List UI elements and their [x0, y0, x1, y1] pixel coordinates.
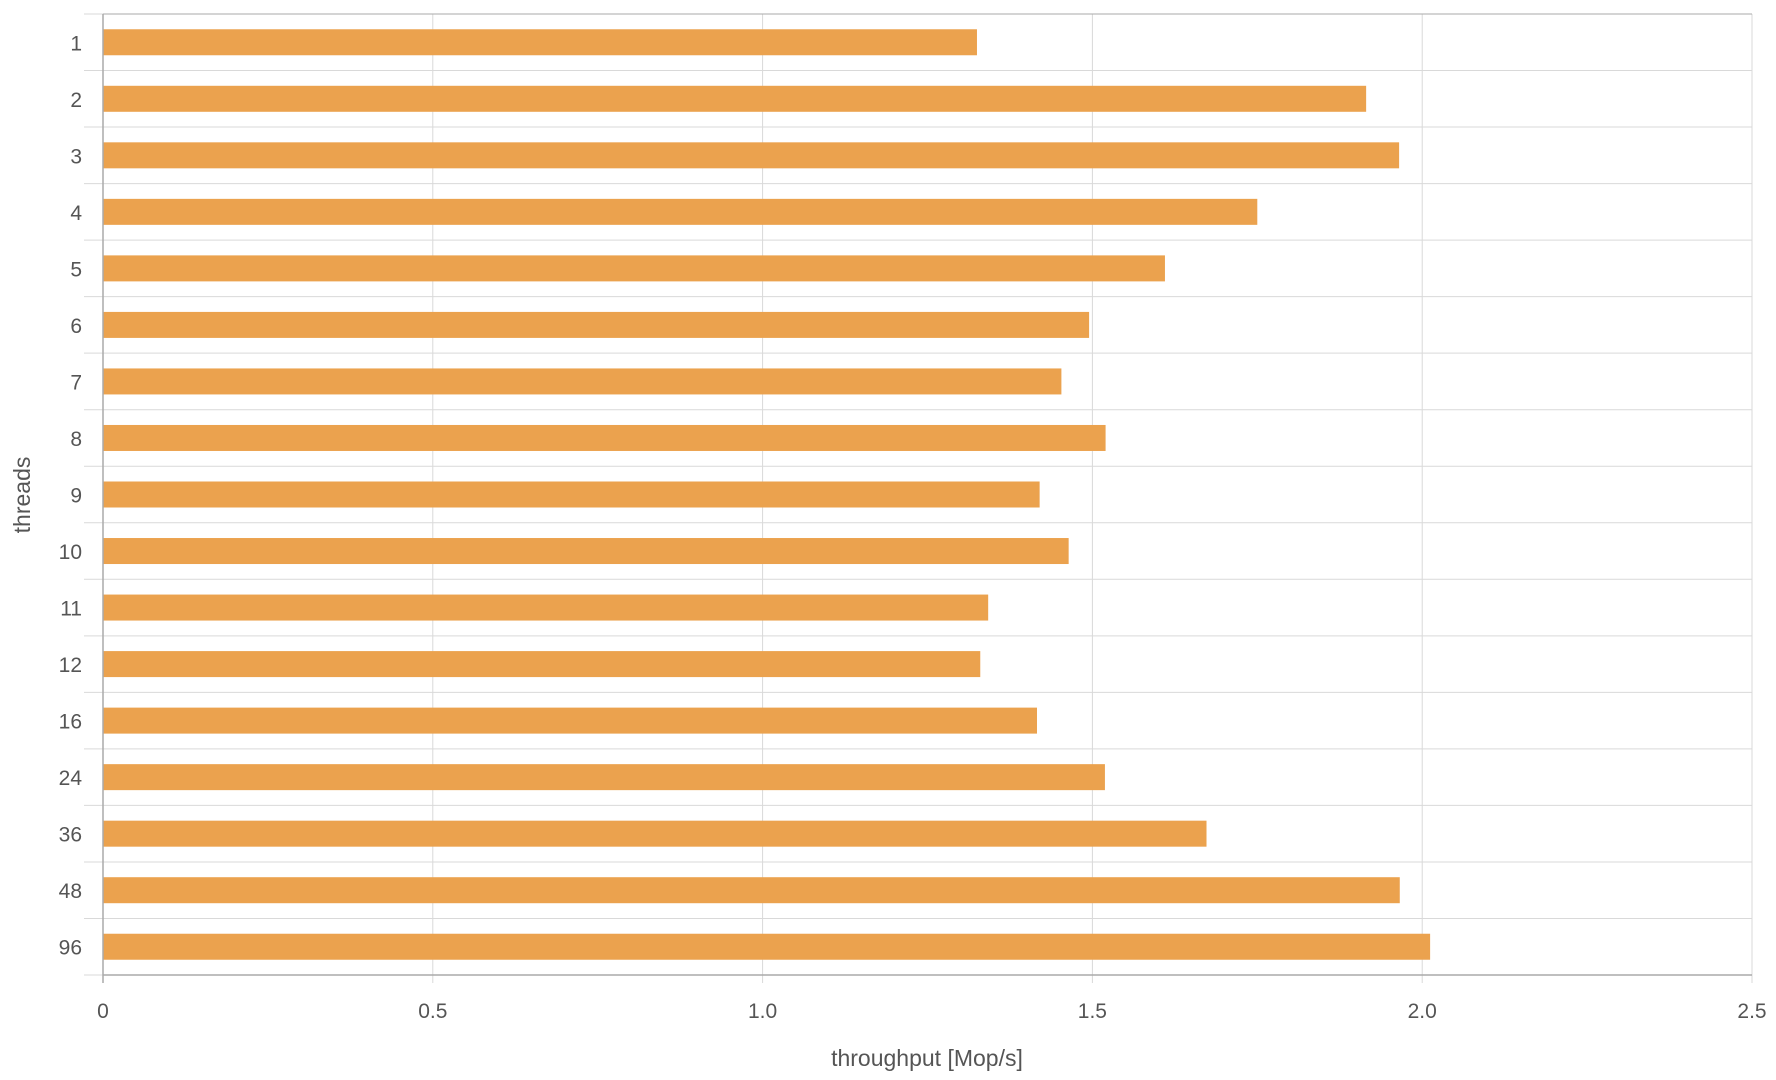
bar: [103, 594, 989, 621]
x-tick-label: 0.5: [418, 1000, 447, 1023]
y-tick-label: 48: [59, 880, 82, 903]
bar: [103, 311, 1090, 338]
bar: [103, 933, 1431, 960]
y-tick-label: 8: [70, 428, 82, 451]
x-tick-label: 2.0: [1408, 1000, 1437, 1023]
grid-layer: [84, 13, 1753, 983]
bar: [103, 255, 1165, 282]
y-axis-title: threads: [9, 457, 35, 534]
y-tick-label: 2: [70, 89, 82, 112]
x-tick-label: 2.5: [1737, 1000, 1766, 1023]
bar: [103, 538, 1069, 565]
y-tick-label: 9: [70, 485, 82, 508]
y-tick-label: 4: [70, 202, 82, 225]
y-tick-label: 36: [59, 824, 82, 847]
y-tick-label: 7: [70, 371, 82, 394]
bar: [103, 764, 1105, 791]
bar: [103, 198, 1258, 225]
x-axis-title: throughput [Mop/s]: [831, 1045, 1023, 1071]
bar: [103, 424, 1106, 451]
y-tick-label: 11: [60, 598, 82, 621]
y-tick-label: 5: [70, 258, 82, 281]
y-tick-label: 1: [70, 32, 82, 55]
y-tick-label: 3: [70, 145, 82, 168]
bar: [103, 142, 1400, 169]
bar: [103, 85, 1367, 112]
y-tick-label: 10: [59, 541, 82, 564]
y-tick-label: 12: [59, 654, 82, 677]
bar: [103, 481, 1040, 508]
y-tick-label: 16: [59, 711, 82, 734]
bar: [103, 651, 981, 678]
x-tick-label: 0: [97, 1000, 109, 1023]
bar: [103, 368, 1062, 395]
y-tick-label: 6: [70, 315, 82, 338]
bar: [103, 707, 1037, 734]
bar: [103, 877, 1400, 904]
x-tick-label: 1.0: [748, 1000, 777, 1023]
x-tick-label: 1.5: [1078, 1000, 1107, 1023]
axes-layer: [102, 13, 1752, 983]
y-tick-label: 96: [59, 937, 82, 960]
bar: [103, 820, 1207, 847]
y-tick-label: 24: [59, 767, 83, 790]
bars-layer: [103, 29, 1431, 960]
bar: [103, 29, 977, 56]
ticks-layer: 0 0.5 1.0 1.5 2.0 2.5123456789101112162436489…: [59, 32, 1767, 1023]
